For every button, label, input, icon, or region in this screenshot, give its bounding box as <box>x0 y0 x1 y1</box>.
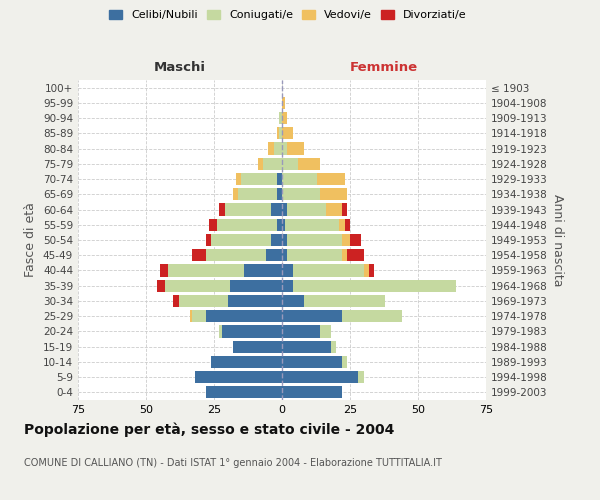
Bar <box>369 264 374 276</box>
Bar <box>271 204 282 216</box>
Bar <box>342 356 347 368</box>
Text: Femmine: Femmine <box>350 61 418 74</box>
Bar <box>282 112 287 124</box>
Bar <box>227 295 282 307</box>
Legend: Celibi/Nubili, Coniugati/e, Vedovi/e, Divorziati/e: Celibi/Nubili, Coniugati/e, Vedovi/e, Di… <box>105 6 471 25</box>
Bar <box>347 249 364 262</box>
Bar <box>274 142 282 154</box>
Bar <box>206 234 211 246</box>
Bar <box>220 326 222 338</box>
Bar <box>268 142 274 154</box>
Bar <box>282 371 358 383</box>
Bar <box>179 295 227 307</box>
Bar <box>282 97 285 109</box>
Bar <box>279 127 282 140</box>
Bar <box>277 218 282 231</box>
Bar <box>217 218 277 231</box>
Bar <box>350 234 361 246</box>
Bar <box>282 173 317 185</box>
Bar <box>244 264 282 276</box>
Bar <box>282 142 287 154</box>
Bar <box>282 204 287 216</box>
Text: Popolazione per età, sesso e stato civile - 2004: Popolazione per età, sesso e stato civil… <box>24 422 394 437</box>
Bar <box>220 204 225 216</box>
Bar <box>225 204 271 216</box>
Bar <box>342 249 347 262</box>
Text: Maschi: Maschi <box>154 61 206 74</box>
Bar <box>230 280 282 292</box>
Bar <box>157 280 165 292</box>
Bar <box>282 356 342 368</box>
Bar <box>209 218 217 231</box>
Bar <box>233 188 238 200</box>
Bar <box>364 264 369 276</box>
Bar <box>282 310 342 322</box>
Bar <box>344 218 350 231</box>
Bar <box>206 386 282 398</box>
Bar <box>282 264 293 276</box>
Bar <box>236 173 241 185</box>
Bar <box>160 264 168 276</box>
Bar <box>206 249 266 262</box>
Bar <box>282 295 304 307</box>
Bar <box>358 371 364 383</box>
Bar <box>211 234 271 246</box>
Bar <box>287 204 326 216</box>
Bar <box>320 188 347 200</box>
Bar <box>282 326 320 338</box>
Bar <box>271 234 282 246</box>
Y-axis label: Fasce di età: Fasce di età <box>25 202 37 278</box>
Bar <box>282 158 298 170</box>
Bar <box>339 218 344 231</box>
Bar <box>192 310 206 322</box>
Bar <box>326 204 342 216</box>
Bar <box>282 188 320 200</box>
Bar <box>282 127 293 140</box>
Bar <box>342 310 401 322</box>
Bar <box>331 340 337 353</box>
Bar <box>241 173 277 185</box>
Bar <box>168 264 244 276</box>
Bar <box>195 371 282 383</box>
Bar <box>282 218 285 231</box>
Bar <box>342 204 347 216</box>
Bar <box>282 234 287 246</box>
Y-axis label: Anni di nascita: Anni di nascita <box>551 194 564 286</box>
Bar <box>173 295 179 307</box>
Bar <box>190 310 192 322</box>
Bar <box>282 386 342 398</box>
Bar <box>238 188 277 200</box>
Bar <box>165 280 230 292</box>
Bar <box>266 249 282 262</box>
Bar <box>342 234 350 246</box>
Bar <box>317 173 344 185</box>
Bar <box>206 310 282 322</box>
Bar <box>277 173 282 185</box>
Bar <box>257 158 263 170</box>
Bar <box>277 188 282 200</box>
Bar <box>285 218 339 231</box>
Bar <box>287 142 304 154</box>
Bar <box>293 280 456 292</box>
Bar <box>282 340 331 353</box>
Bar <box>287 234 342 246</box>
Bar <box>298 158 320 170</box>
Bar <box>293 264 364 276</box>
Bar <box>282 280 293 292</box>
Bar <box>279 112 282 124</box>
Bar <box>304 295 385 307</box>
Bar <box>222 326 282 338</box>
Bar <box>192 249 206 262</box>
Bar <box>211 356 282 368</box>
Bar <box>282 249 287 262</box>
Bar <box>287 249 342 262</box>
Bar <box>320 326 331 338</box>
Bar <box>277 127 279 140</box>
Bar <box>263 158 282 170</box>
Text: COMUNE DI CALLIANO (TN) - Dati ISTAT 1° gennaio 2004 - Elaborazione TUTTITALIA.I: COMUNE DI CALLIANO (TN) - Dati ISTAT 1° … <box>24 458 442 468</box>
Bar <box>233 340 282 353</box>
